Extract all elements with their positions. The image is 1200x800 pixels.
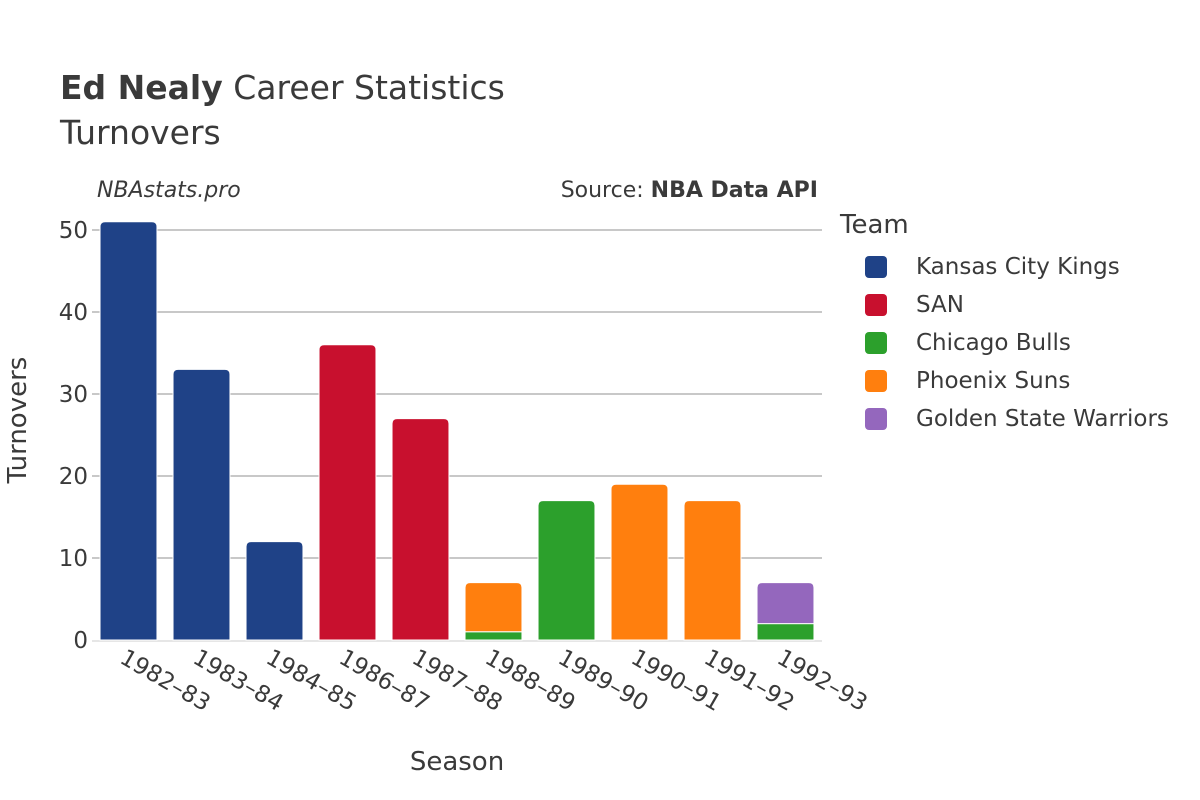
bar-segment <box>756 582 815 625</box>
legend-item-phoenix-suns[interactable]: Phoenix Suns <box>840 362 1169 400</box>
legend-item-san[interactable]: SAN <box>840 286 1169 324</box>
legend-title: Team <box>840 210 909 240</box>
legend-label: SAN <box>916 292 964 318</box>
legend-item-chicago-bulls[interactable]: Chicago Bulls <box>840 324 1169 362</box>
bar-segment <box>172 368 231 641</box>
x-axis-title: Season <box>410 747 504 777</box>
chart-subtitle: Turnovers <box>60 113 221 152</box>
bar-segment <box>245 541 304 641</box>
source-prefix: Source: <box>560 178 651 203</box>
legend-swatch <box>865 256 887 278</box>
legend-label: Phoenix Suns <box>916 368 1071 394</box>
bar-segment <box>391 418 450 641</box>
bar-segment <box>537 500 596 641</box>
source-name: NBA Data API <box>650 178 818 203</box>
player-name: Ed Nealy <box>60 68 223 107</box>
legend-swatch <box>865 408 887 430</box>
legend-swatch <box>865 332 887 354</box>
bar-segment <box>464 582 523 633</box>
bar-segment <box>610 483 669 641</box>
bar-segment <box>683 500 742 641</box>
y-tick-label: 30 <box>59 382 88 408</box>
legend-label: Kansas City Kings <box>916 254 1120 280</box>
legend-item-kansas-city-kings[interactable]: Kansas City Kings <box>840 248 1169 286</box>
y-tick-label: 50 <box>59 218 88 244</box>
legend-item-golden-state-warriors[interactable]: Golden State Warriors <box>840 400 1169 438</box>
legend: Team Kansas City Kings SAN Chicago Bulls… <box>840 210 1169 438</box>
source-label: Source: NBA Data API <box>561 178 818 203</box>
chart-title: Ed Nealy Career Statistics <box>60 68 505 108</box>
bar-segment <box>99 221 158 641</box>
title-suffix: Career Statistics <box>222 68 505 107</box>
y-tick-label: 40 <box>59 300 88 326</box>
brand-label: NBAstats.pro <box>97 178 241 203</box>
legend-swatch <box>865 370 887 392</box>
legend-swatch <box>865 294 887 316</box>
y-tick-label: 0 <box>73 628 88 654</box>
y-tick-label: 20 <box>59 464 88 490</box>
bar-segment <box>464 631 523 641</box>
y-tick-label: 10 <box>59 546 88 572</box>
bar-segment <box>318 344 377 641</box>
legend-label: Chicago Bulls <box>916 330 1071 356</box>
y-axis-title: Turnovers <box>3 357 33 485</box>
legend-label: Golden State Warriors <box>916 406 1169 432</box>
bar-segment <box>756 623 815 641</box>
